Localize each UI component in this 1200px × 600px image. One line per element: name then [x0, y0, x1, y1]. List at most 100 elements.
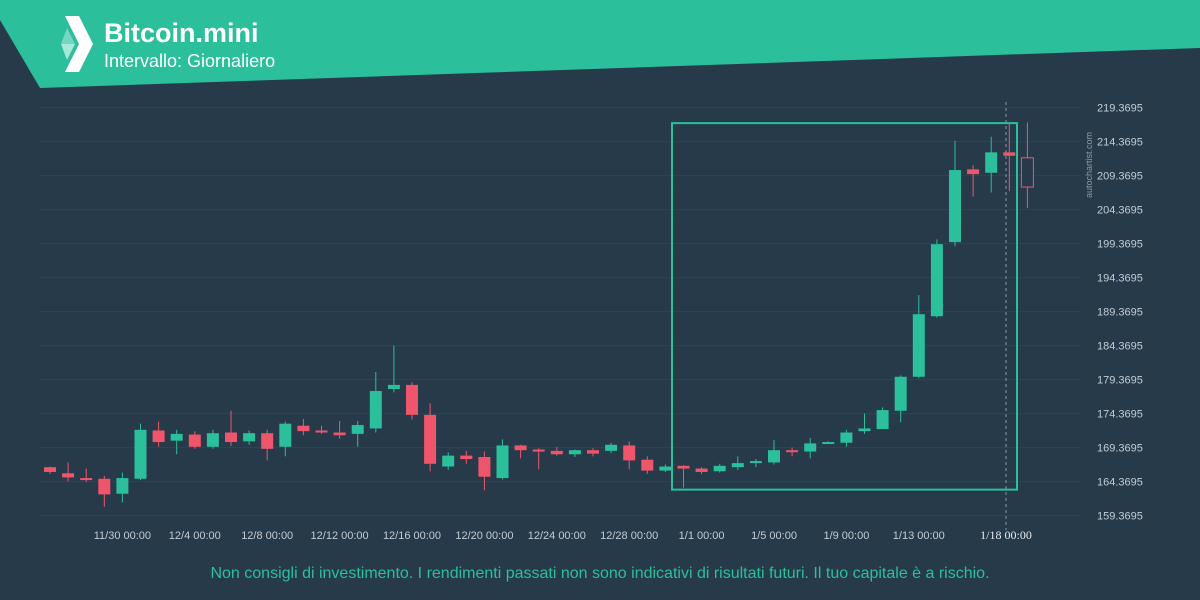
candle-body: [695, 468, 708, 472]
candle-body: [677, 465, 690, 469]
x-tick-label: 1/5 00:00: [751, 530, 797, 542]
candle-body: [98, 478, 111, 495]
watermark-text: autochartist.com: [1084, 132, 1094, 198]
candle: [478, 451, 491, 491]
candle: [442, 452, 455, 470]
x-tick-label: 12/8 00:00: [241, 530, 293, 542]
candle: [713, 463, 726, 473]
candle: [44, 466, 56, 474]
candle-body: [297, 425, 310, 432]
candle: [804, 437, 817, 459]
candle-body: [116, 478, 129, 494]
candle: [188, 431, 201, 449]
candle: [80, 468, 93, 483]
candle-body: [152, 430, 165, 443]
candle: [568, 449, 581, 457]
x-tick-label: 12/20 00:00: [455, 530, 513, 542]
candle-body: [713, 465, 726, 472]
candle-body: [804, 443, 817, 452]
y-axis: 219.3695 214.3695 209.3695 204.3695 199.3695…: [1097, 103, 1143, 523]
candle: [840, 429, 853, 447]
header-banner: [0, 0, 1200, 88]
candle: [822, 441, 835, 445]
x-tick-label: 12/24 00:00: [528, 530, 586, 542]
candle-body: [188, 434, 201, 447]
y-tick-label: 204.3695: [1097, 205, 1143, 217]
candle: [731, 456, 744, 470]
x-tick-label: 1/1 00:00: [679, 530, 725, 542]
candle-body: [243, 433, 256, 442]
candle-body: [44, 467, 56, 472]
y-tick-label: 189.3695: [1097, 307, 1143, 319]
candle-body: [949, 170, 961, 243]
pattern-box: [671, 122, 1018, 491]
instrument-title: Bitcoin.mini: [104, 18, 259, 48]
candle: [351, 420, 364, 447]
candle: [424, 403, 437, 472]
candle: [858, 413, 871, 434]
x-axis: 11/30 00:00 12/4 00:00 12/8 00:00 12/12 00:…: [94, 528, 1032, 542]
candle: [786, 447, 799, 457]
candle-body: [876, 410, 889, 430]
y-tick-label: 179.3695: [1097, 375, 1143, 387]
candle-body: [351, 425, 364, 434]
candle-body: [786, 450, 799, 453]
candle-body: [496, 445, 509, 479]
candle-body: [768, 450, 780, 463]
candle: [623, 441, 636, 470]
candle: [333, 420, 346, 439]
y-tick-label: 214.3695: [1097, 137, 1143, 149]
y-tick-label: 184.3695: [1097, 341, 1143, 353]
x-tick-label: 11/30 00:00: [94, 530, 151, 542]
candle: [279, 421, 292, 457]
candle: [134, 423, 147, 481]
candle-body: [568, 450, 581, 455]
candle: [587, 448, 599, 457]
candle-body: [912, 314, 925, 377]
y-tick-label: 194.3695: [1097, 273, 1143, 285]
candle: [949, 140, 961, 247]
candle-body: [514, 445, 527, 451]
candle: [695, 467, 708, 474]
candle-body: [315, 430, 328, 433]
candle: [98, 476, 111, 507]
candle: [659, 464, 672, 472]
candle-body: [333, 432, 346, 436]
x-tick-label: 12/16 00:00: [383, 530, 441, 542]
candle-body: [894, 376, 907, 411]
candle: [152, 421, 165, 447]
candle-body: [279, 423, 292, 447]
candle-body: [1003, 152, 1016, 156]
candle: [406, 382, 418, 420]
candle-body: [225, 432, 237, 443]
x-tick-label: 12/28 00:00: [600, 530, 658, 542]
candle-body: [930, 244, 943, 317]
x-tick-label: 12/4 00:00: [169, 530, 221, 542]
y-tick-label: 164.3695: [1097, 477, 1143, 489]
candle: [62, 462, 75, 482]
candle-body: [605, 444, 618, 451]
candle-body: [840, 432, 853, 443]
candle: [369, 372, 382, 433]
candle-body: [80, 478, 93, 481]
candle: [985, 136, 998, 193]
candle-body: [749, 461, 762, 464]
candle-body: [406, 384, 418, 415]
y-tick-label: 169.3695: [1097, 443, 1143, 455]
candle: [605, 442, 618, 453]
interval-subtitle: Intervallo: Giornaliero: [104, 51, 276, 71]
pattern-rectangle: [671, 122, 1018, 491]
candle: [225, 410, 237, 447]
x-tick-label: 12/12 00:00: [311, 530, 369, 542]
candle-body: [659, 466, 672, 471]
candle-body: [967, 169, 980, 175]
candle: [116, 472, 129, 503]
candle: [677, 465, 690, 488]
candle-body: [424, 414, 437, 464]
candle: [460, 450, 473, 464]
candle-body: [550, 450, 563, 455]
candle-body: [460, 455, 473, 460]
x-tick-label: 1/13 00:00: [893, 530, 945, 542]
candle: [550, 446, 563, 456]
candle: [315, 425, 328, 434]
